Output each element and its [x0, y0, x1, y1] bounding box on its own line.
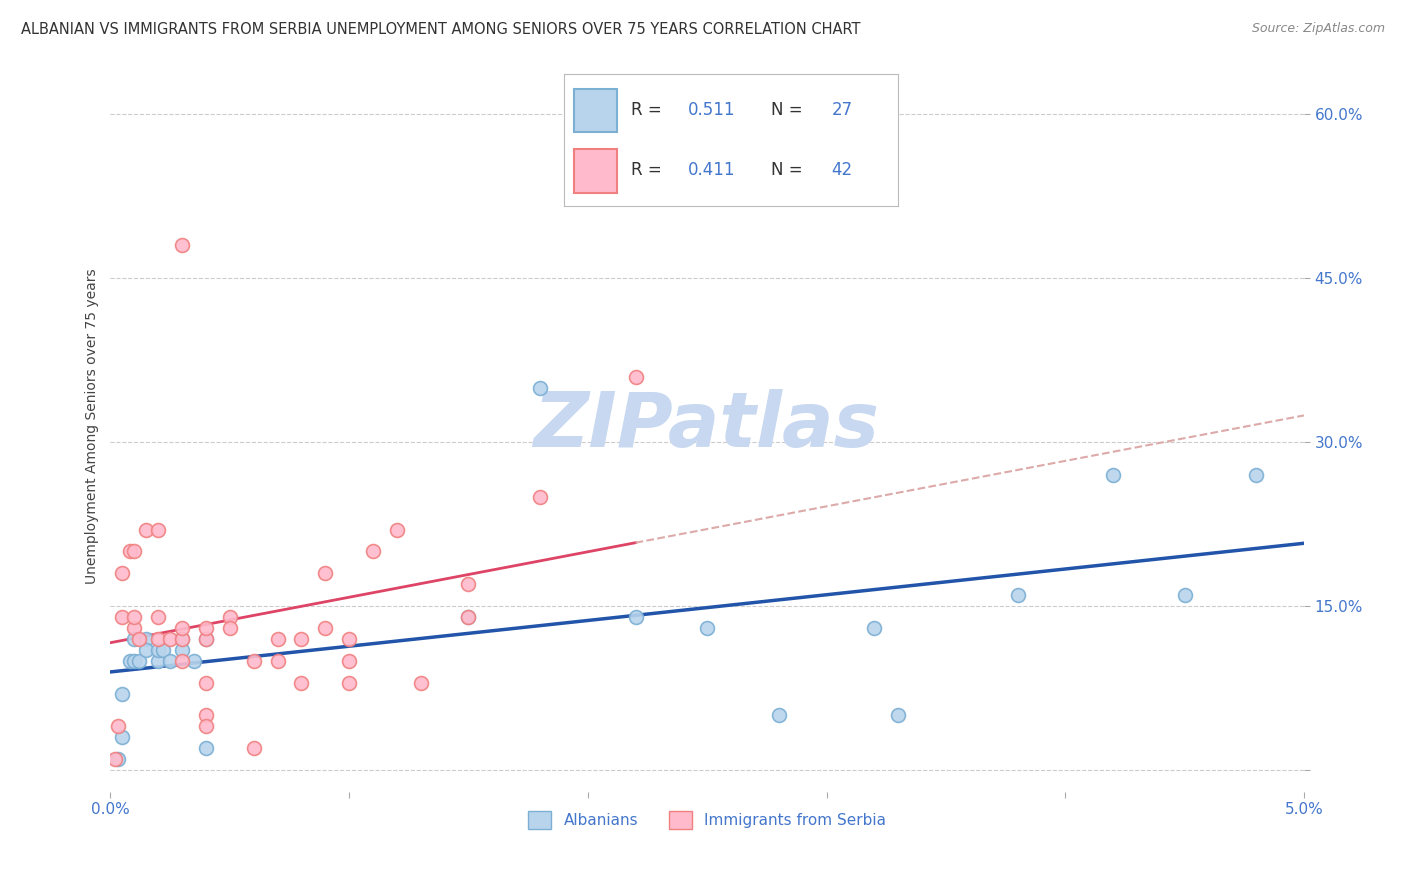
Point: [194, 719, 217, 733]
Point: [242, 654, 264, 668]
Point: [385, 523, 408, 537]
Point: [159, 654, 181, 668]
Point: [146, 632, 169, 646]
Point: [529, 380, 551, 394]
Point: [242, 741, 264, 756]
Text: ALBANIAN VS IMMIGRANTS FROM SERBIA UNEMPLOYMENT AMONG SENIORS OVER 75 YEARS CORR: ALBANIAN VS IMMIGRANTS FROM SERBIA UNEMP…: [21, 22, 860, 37]
Point: [194, 632, 217, 646]
Point: [124, 632, 146, 646]
Point: [624, 610, 647, 624]
Point: [1007, 588, 1029, 602]
Point: [111, 687, 134, 701]
Point: [170, 654, 193, 668]
Point: [314, 621, 336, 635]
Point: [218, 610, 240, 624]
Point: [457, 610, 479, 624]
Point: [290, 675, 312, 690]
Point: [337, 654, 360, 668]
Point: [194, 741, 217, 756]
Legend: Albanians, Immigrants from Serbia: Albanians, Immigrants from Serbia: [523, 805, 891, 836]
Point: [266, 654, 288, 668]
Point: [1174, 588, 1197, 602]
Point: [128, 632, 150, 646]
Point: [118, 654, 141, 668]
Point: [1244, 467, 1267, 482]
Point: [146, 654, 169, 668]
Point: [457, 610, 479, 624]
Point: [170, 632, 193, 646]
Point: [107, 719, 129, 733]
Point: [104, 752, 127, 766]
Point: [135, 523, 157, 537]
Point: [135, 632, 157, 646]
Point: [107, 752, 129, 766]
Point: [457, 577, 479, 591]
Point: [266, 632, 288, 646]
Point: [170, 238, 193, 252]
Point: [218, 621, 240, 635]
Point: [194, 621, 217, 635]
Point: [111, 731, 134, 745]
Point: [170, 632, 193, 646]
Point: [529, 490, 551, 504]
Point: [1102, 467, 1125, 482]
Point: [124, 621, 146, 635]
Point: [152, 643, 174, 657]
Point: [146, 610, 169, 624]
Point: [128, 654, 150, 668]
Point: [124, 654, 146, 668]
Point: [118, 544, 141, 558]
Point: [124, 610, 146, 624]
Point: [361, 544, 384, 558]
Point: [194, 708, 217, 723]
Point: [146, 643, 169, 657]
Point: [409, 675, 432, 690]
Text: ZIPatlas: ZIPatlas: [534, 389, 880, 463]
Point: [111, 566, 134, 581]
Point: [194, 632, 217, 646]
Point: [314, 566, 336, 581]
Point: [290, 632, 312, 646]
Point: [624, 369, 647, 384]
Point: [696, 621, 718, 635]
Point: [170, 643, 193, 657]
Y-axis label: Unemployment Among Seniors over 75 years: Unemployment Among Seniors over 75 years: [86, 268, 100, 583]
Point: [768, 708, 790, 723]
Point: [124, 544, 146, 558]
Point: [183, 654, 205, 668]
Point: [170, 621, 193, 635]
Point: [337, 632, 360, 646]
Point: [194, 675, 217, 690]
Point: [863, 621, 886, 635]
Point: [337, 675, 360, 690]
Point: [887, 708, 910, 723]
Point: [135, 643, 157, 657]
Point: [111, 610, 134, 624]
Point: [146, 523, 169, 537]
Point: [159, 632, 181, 646]
Text: Source: ZipAtlas.com: Source: ZipAtlas.com: [1251, 22, 1385, 36]
